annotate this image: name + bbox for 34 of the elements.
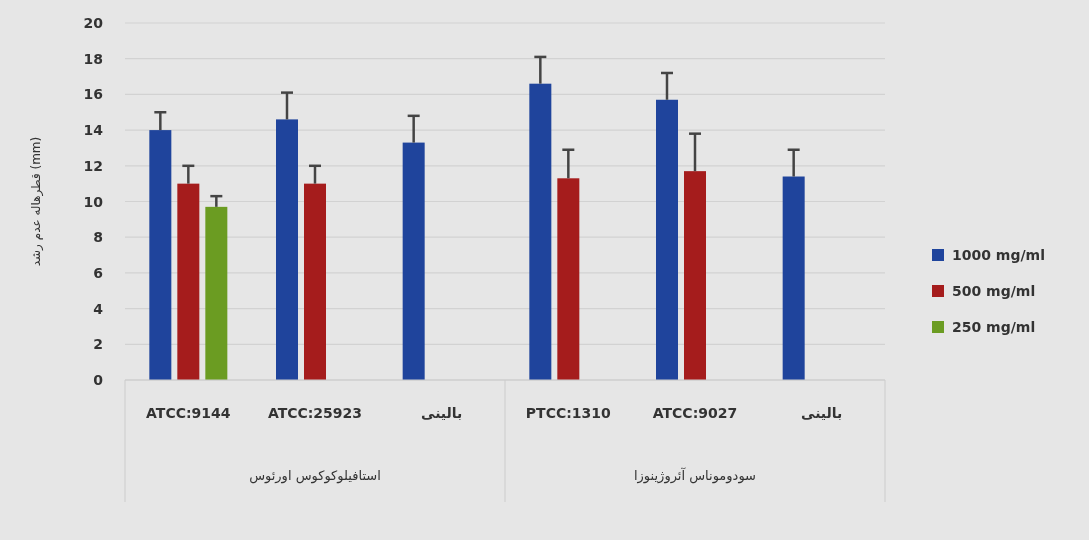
text: سودوموناس آئروژینوزا <box>633 467 757 484</box>
legend-label: 500 mg/ml <box>952 283 1036 299</box>
y-tick-label: 14 <box>83 122 104 139</box>
y-tick-label: 16 <box>83 86 103 103</box>
bar <box>149 130 172 380</box>
x-tick-label: بالینی <box>800 405 843 421</box>
bar <box>205 206 228 380</box>
bar <box>656 99 678 380</box>
bar <box>276 119 298 380</box>
bar <box>304 183 326 380</box>
y-axis-title: قطرهاله عدم رشد (mm) <box>29 136 44 267</box>
y-tick-label: 10 <box>83 193 104 210</box>
bar <box>402 142 425 380</box>
bar <box>557 178 580 380</box>
bar <box>177 183 200 380</box>
y-tick-label: 8 <box>93 229 103 246</box>
y-tick-label: 0 <box>93 372 104 388</box>
y-tick-label: 12 <box>83 157 103 174</box>
y-tick-label: 6 <box>93 264 103 281</box>
bar <box>782 176 805 380</box>
x-tick-label: ATCC:25923 <box>267 405 363 421</box>
x-tick-label: ATCC:9027 <box>652 405 738 421</box>
x-tick-label: ATCC:9144 <box>146 405 231 421</box>
x-tick-label: بالینی <box>420 405 463 421</box>
y-tick-label: 4 <box>93 300 104 317</box>
text: استافیلوکوکوس اورئوس <box>249 468 381 484</box>
y-tick-label: 18 <box>83 50 103 67</box>
x-tick-label: PTCC:1310 <box>525 405 612 421</box>
legend-label: 250 mg/ml <box>952 319 1036 335</box>
bar <box>529 83 552 380</box>
y-tick-label: 2 <box>93 336 103 353</box>
bar <box>684 171 706 380</box>
legend-label: 1000 mg/ml <box>952 247 1045 263</box>
y-tick-label: 20 <box>83 15 104 31</box>
